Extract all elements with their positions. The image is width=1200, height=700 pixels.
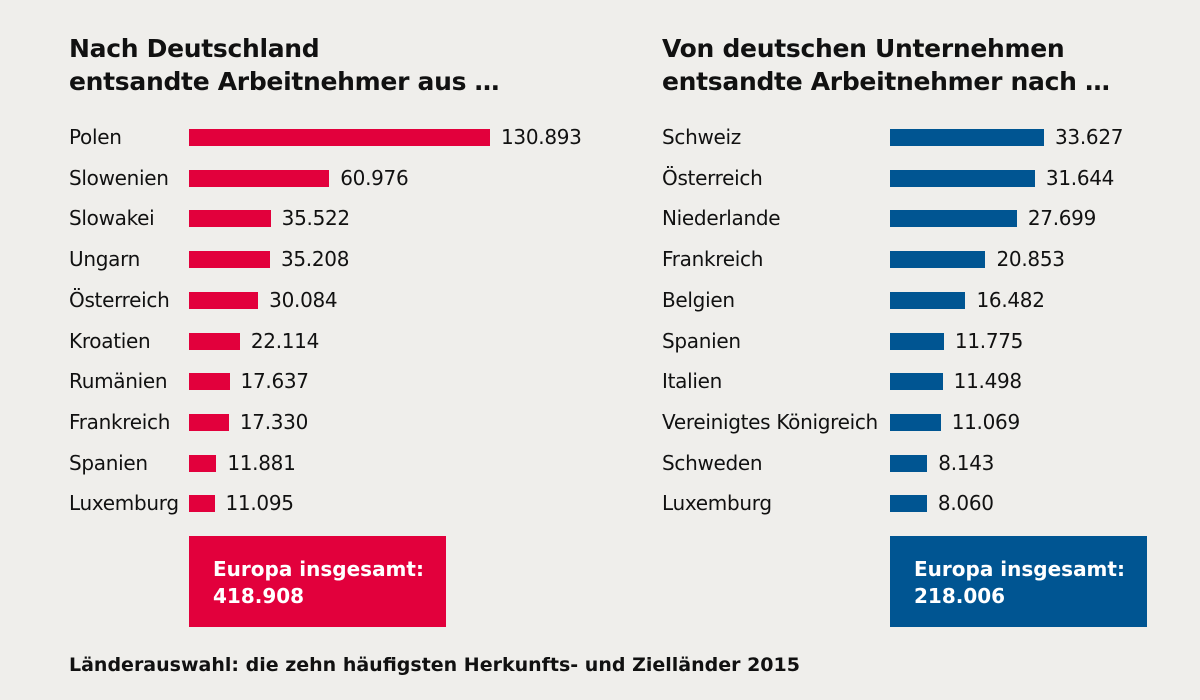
left-bar <box>189 169 330 187</box>
right-bar <box>890 413 941 431</box>
left-value-label: 17.330 <box>239 409 309 434</box>
left-title: Nach Deutschland entsandte Arbeitnehmer … <box>69 32 500 98</box>
right-category-label: Frankreich <box>662 247 764 272</box>
right-value-label: 11.498 <box>953 369 1022 394</box>
left-category-label: Spanien <box>69 450 148 475</box>
right-title-line-2: entsandte Arbeitnehmer nach … <box>662 67 1110 96</box>
left-bar <box>189 332 240 350</box>
left-category-label: Kroatien <box>69 328 151 353</box>
right-value-label: 11.775 <box>954 328 1024 353</box>
right-bar <box>890 251 986 269</box>
left-total-value: 418.908 <box>213 584 305 608</box>
right-title: Von deutschen Unternehmen entsandte Arbe… <box>662 32 1110 98</box>
left-value-label: 35.208 <box>280 247 350 272</box>
left-value-label: 22.114 <box>250 328 320 353</box>
right-value-label: 11.069 <box>951 409 1020 434</box>
left-bar <box>189 210 271 228</box>
left-total-box: Europa insgesamt: 418.908 <box>189 536 446 627</box>
left-bar <box>189 291 259 309</box>
left-category-label: Slowakei <box>69 206 155 231</box>
right-bar <box>890 291 966 309</box>
right-category-label: Spanien <box>662 328 741 353</box>
right-category-label: Luxemburg <box>662 491 772 516</box>
left-bar <box>189 454 217 472</box>
right-total-box: Europa insgesamt: 218.006 <box>890 536 1147 627</box>
right-total-value: 218.006 <box>914 584 1006 608</box>
right-category-label: Schweiz <box>662 125 741 149</box>
right-value-label: 16.482 <box>976 287 1045 312</box>
right-total-label: Europa insgesamt: <box>914 557 1125 581</box>
right-value-label: 31.644 <box>1045 165 1115 190</box>
right-category-label: Vereinigtes Königreich <box>662 409 878 434</box>
left-category-label: Österreich <box>69 287 170 312</box>
right-value-label: 8.143 <box>938 450 995 475</box>
right-value-label: 8.060 <box>937 491 994 516</box>
left-title-line-1: Nach Deutschland <box>69 34 320 63</box>
right-category-label: Italien <box>662 369 722 394</box>
left-bar <box>189 251 270 269</box>
left-value-label: 17.637 <box>240 369 309 394</box>
right-value-label: 33.627 <box>1055 125 1124 149</box>
left-category-label: Luxemburg <box>69 491 179 516</box>
right-bar <box>890 129 1044 146</box>
left-value-label: 30.084 <box>269 287 338 312</box>
left-bar <box>189 413 229 431</box>
right-category-label: Schweden <box>662 450 763 475</box>
right-bar <box>890 332 944 350</box>
left-value-label: 130.893 <box>501 125 582 149</box>
right-bar <box>890 373 943 391</box>
left-category-label: Rumänien <box>69 369 168 394</box>
left-category-label: Frankreich <box>69 409 171 434</box>
left-total-label: Europa insgesamt: <box>213 557 424 581</box>
right-bar <box>890 495 927 513</box>
right-value-label: 20.853 <box>996 247 1065 272</box>
right-category-label: Belgien <box>662 287 735 312</box>
left-category-label: Slowenien <box>69 165 169 190</box>
left-bar <box>189 495 215 513</box>
left-value-label: 60.976 <box>340 165 409 190</box>
left-bar <box>189 373 230 391</box>
right-bar <box>890 169 1035 187</box>
right-category-label: Niederlande <box>662 206 781 231</box>
left-value-label: 35.522 <box>281 206 350 231</box>
left-value-label: 11.095 <box>225 491 294 516</box>
footnote: Länderauswahl: die zehn häufigsten Herku… <box>69 654 800 676</box>
left-category-label: Ungarn <box>69 247 141 272</box>
right-bar <box>890 454 928 472</box>
left-title-line-2: entsandte Arbeitnehmer aus … <box>69 67 500 96</box>
right-bar <box>890 210 1017 228</box>
right-title-line-1: Von deutschen Unternehmen <box>662 34 1065 63</box>
left-category-label: Polen <box>69 125 122 149</box>
right-category-label: Österreich <box>662 165 763 190</box>
left-value-label: 11.881 <box>227 450 296 475</box>
right-value-label: 27.699 <box>1027 206 1097 231</box>
left-bar <box>189 129 490 146</box>
